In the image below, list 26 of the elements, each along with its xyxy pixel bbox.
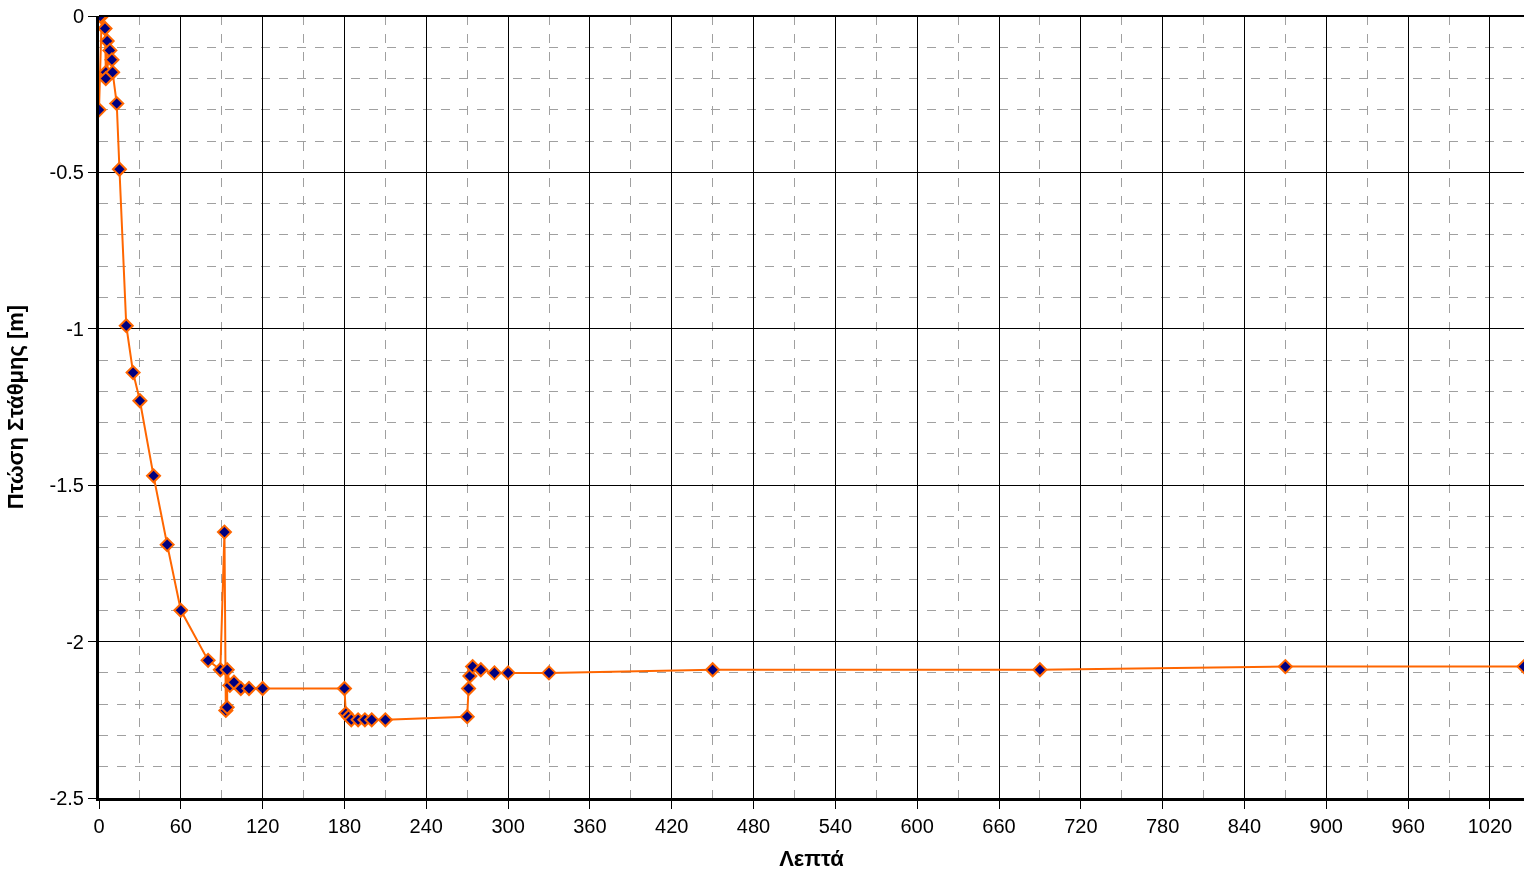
y-tick-label: -1.5 — [49, 474, 84, 497]
x-tick-label: 960 — [1391, 815, 1425, 837]
x-tick-label: 600 — [900, 815, 934, 837]
x-tick-label: 360 — [573, 815, 607, 837]
x-tick-label: 60 — [169, 815, 192, 837]
x-tick-label: 660 — [982, 815, 1016, 837]
x-tick-label: 540 — [818, 815, 853, 837]
y-axis-title: Πτώση Στάθμης [m] — [3, 304, 29, 510]
x-tick-label: 240 — [409, 815, 443, 837]
x-tick-label: 0 — [93, 815, 105, 837]
x-tick-label: 420 — [655, 815, 689, 837]
y-tick-label: -2.5 — [49, 787, 84, 809]
x-tick-label: 1020 — [1467, 815, 1513, 837]
x-tick-label: 120 — [245, 815, 280, 837]
x-tick-label: 300 — [491, 815, 525, 837]
x-tick-label: 840 — [1227, 815, 1262, 837]
x-tick-label: 780 — [1145, 815, 1180, 837]
x-tick-label: 180 — [327, 815, 362, 837]
x-tick-label: 900 — [1309, 815, 1343, 837]
x-tick-label: 720 — [1064, 815, 1098, 837]
y-tick-label: -0.5 — [49, 161, 84, 184]
y-tick-label: -1 — [66, 317, 84, 340]
y-tick-label: -2 — [66, 630, 84, 653]
y-tick-label: 0 — [72, 5, 84, 27]
x-tick-label: 480 — [736, 815, 771, 837]
x-axis-title: Λεπτά — [779, 845, 845, 871]
